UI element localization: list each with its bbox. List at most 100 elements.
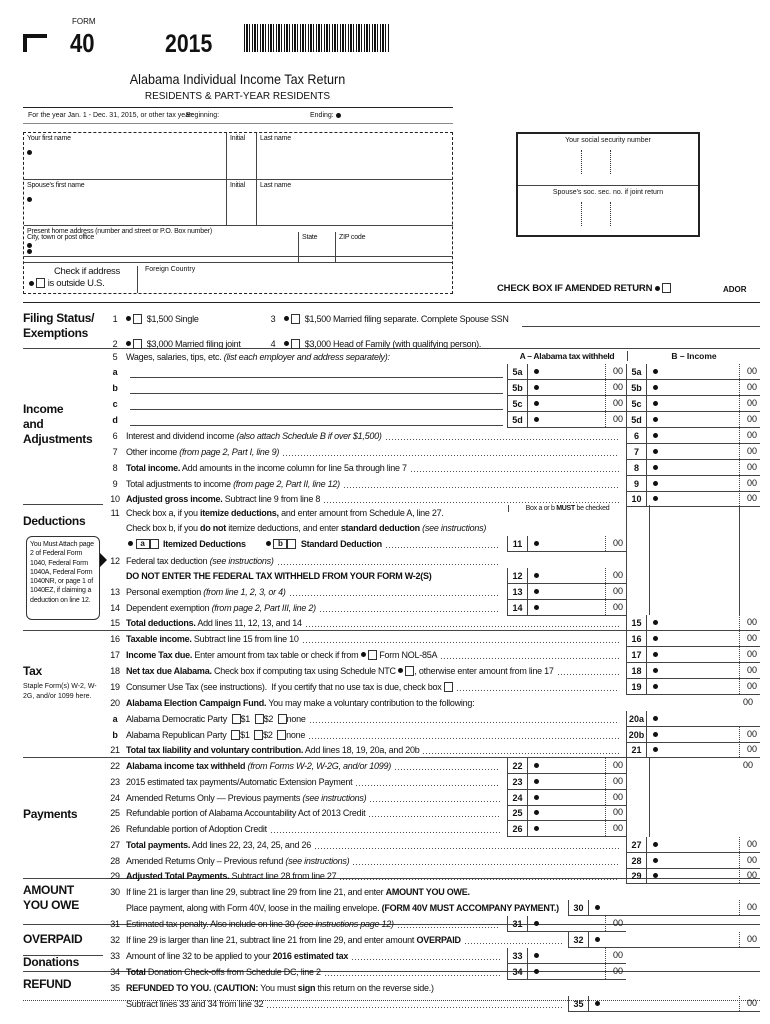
amount-field-a-5c[interactable]: 5c 00 [507, 396, 626, 412]
standard-checkbox[interactable]: b [273, 538, 288, 549]
amount-field-a-31[interactable]: 31 00 [507, 916, 626, 932]
checkbox[interactable] [277, 729, 287, 740]
spouse-last-name-field[interactable]: Last name [257, 180, 453, 226]
amount-field-b-5d[interactable]: 5d 00 [626, 412, 760, 428]
amount-field-a-22[interactable]: 22 00 [507, 758, 626, 774]
checkbox[interactable] [291, 313, 301, 324]
employer-input[interactable] [130, 382, 503, 394]
filing-status-option-2[interactable]: 2 $3,000 Married filing joint [104, 336, 241, 351]
bullet-icon [653, 842, 658, 847]
checkbox[interactable] [36, 278, 46, 289]
amount-field-a-23[interactable]: 23 00 [507, 774, 626, 790]
first-name-field[interactable]: Your first name [24, 133, 227, 180]
line-text: AMOUNT YOU OWE. [385, 886, 470, 897]
amount-field-b-27[interactable]: 27 00 [626, 837, 760, 853]
your-ssn-field[interactable]: Your social security number [518, 134, 698, 186]
amount-field-b-19[interactable]: 19 00 [626, 679, 760, 695]
line-33: 33 Amount of line 32 to be applied to you… [104, 948, 503, 963]
amount-field-a-14[interactable]: 14 00 [507, 600, 626, 616]
amount-field-b-20b[interactable]: 20b 00 [626, 727, 760, 743]
line-text: If line 29 is larger than line 21, subtr… [126, 934, 417, 945]
amount-field-b-29[interactable]: 29 00 [626, 868, 760, 884]
spouse-first-name-field[interactable]: Spouse's first name [24, 180, 227, 226]
employer-input[interactable] [130, 398, 503, 410]
outside-us-checkbox[interactable]: Check if address is outside U.S. [26, 266, 138, 293]
checkbox[interactable] [133, 338, 143, 349]
checkbox[interactable] [231, 713, 241, 724]
amount-field-a-11[interactable]: 11 00 [507, 536, 626, 552]
amount-field-b-5a[interactable]: 5a 00 [626, 364, 760, 380]
line-text: Subtract line 9 from line 8 [222, 493, 321, 504]
foreign-country-field[interactable]: Foreign Country [145, 266, 196, 273]
amount-field-b-17[interactable]: 17 00 [626, 647, 760, 663]
ending-label[interactable]: Ending: [310, 112, 341, 119]
state-field[interactable]: State [299, 232, 336, 263]
filing-status-option-1[interactable]: 1 $1,500 Single [104, 311, 199, 326]
line-text: Alabama Republican Party [126, 729, 232, 740]
amount-field-b-5c[interactable]: 5c 00 [626, 396, 760, 412]
spouse-initial-field[interactable]: Initial [227, 180, 257, 226]
amount-field-a-34[interactable]: 34 00 [507, 964, 626, 980]
arrow-icon [100, 553, 107, 567]
spouse-ssn-field[interactable]: Spouse's soc. sec. no. if joint return [518, 186, 698, 235]
amount-field-a-26[interactable]: 26 00 [507, 821, 626, 837]
bullet-icon [653, 481, 658, 486]
city-field[interactable]: City, town or post office [24, 232, 299, 263]
checkbox[interactable] [133, 313, 143, 324]
address-field[interactable]: Present home address (number and street … [24, 226, 453, 257]
line-text: Add lines 22, 23, 24, 25, and 26 [190, 839, 311, 850]
bullet-icon [653, 369, 658, 374]
bullet-icon [534, 417, 539, 422]
checkbox[interactable] [277, 713, 287, 724]
checkbox[interactable] [405, 665, 415, 676]
amount-field-b-16[interactable]: 16 00 [626, 631, 760, 647]
amount-field-a-13[interactable]: 13 00 [507, 584, 626, 600]
deduction-note: You Must Attach page 2 of Federal Form 1… [26, 536, 100, 620]
checkbox[interactable] [254, 713, 264, 724]
checkbox[interactable] [443, 681, 453, 692]
employer-input[interactable] [130, 414, 503, 426]
amended-return-checkbox[interactable]: CHECK BOX IF AMENDED RETURN [497, 283, 672, 294]
dot-leader [409, 463, 619, 472]
amount-field-b-6[interactable]: 6 00 [626, 428, 760, 444]
amount-field-b-10[interactable]: 10 00 [626, 491, 760, 507]
checkbox[interactable] [367, 649, 377, 660]
checkbox[interactable] [291, 338, 301, 349]
ador-label: ADOR [723, 285, 747, 294]
amount-field-a-5d[interactable]: 5d 00 [507, 412, 626, 428]
filing-status-option-3[interactable]: 3 $1,500 Married filing separate. Comple… [262, 311, 509, 326]
line-text: Amount of line 32 to be applied to your [126, 950, 273, 961]
employer-input[interactable] [130, 366, 503, 378]
checkbox[interactable] [231, 729, 241, 740]
amount-field-b-20a[interactable]: 20a [626, 711, 760, 727]
amount-field-a-5a[interactable]: 5a 00 [507, 364, 626, 380]
amount-field-a-5b[interactable]: 5b 00 [507, 380, 626, 396]
amount-field-b-8[interactable]: 8 00 [626, 460, 760, 476]
initial-field[interactable]: Initial [227, 133, 257, 180]
amount-field-a-25[interactable]: 25 00 [507, 805, 626, 821]
amount-field-32[interactable]: 32 00 [568, 932, 760, 948]
beginning-label[interactable]: Beginning: [186, 112, 220, 119]
checkbox[interactable] [254, 729, 264, 740]
amount-field-b-15[interactable]: 15 00 [626, 615, 760, 631]
amount-field-a-12[interactable]: 12 00 [507, 568, 626, 584]
amount-field-b-21[interactable]: 21 00 [626, 742, 760, 758]
amount-field-b-5b[interactable]: 5b 00 [626, 380, 760, 396]
amount-field-b-7[interactable]: 7 00 [626, 444, 760, 460]
line-text: Check box a, if you [126, 507, 201, 518]
last-name-field[interactable]: Last name [257, 133, 453, 180]
bullet-icon [398, 668, 404, 673]
itemized-checkbox[interactable]: a [135, 538, 150, 549]
checkbox[interactable] [662, 283, 672, 294]
amount-field-a-33[interactable]: 33 00 [507, 948, 626, 964]
amount-field-b-28[interactable]: 28 00 [626, 853, 760, 869]
amount-field-a-24[interactable]: 24 00 [507, 790, 626, 806]
line-text: You may make a voluntary contribution to… [266, 697, 475, 708]
amount-field-b-18[interactable]: 18 00 [626, 663, 760, 679]
filing-status-option-4[interactable]: 4 $3,000 Head of Family (with qualifying… [262, 336, 481, 351]
dot-leader [351, 951, 500, 960]
amount-field-30[interactable]: 30 00 [568, 900, 760, 916]
amount-field-35[interactable]: 35 00 [568, 996, 760, 1012]
zip-field[interactable]: ZIP code [336, 232, 452, 263]
amount-field-b-9[interactable]: 9 00 [626, 476, 760, 492]
